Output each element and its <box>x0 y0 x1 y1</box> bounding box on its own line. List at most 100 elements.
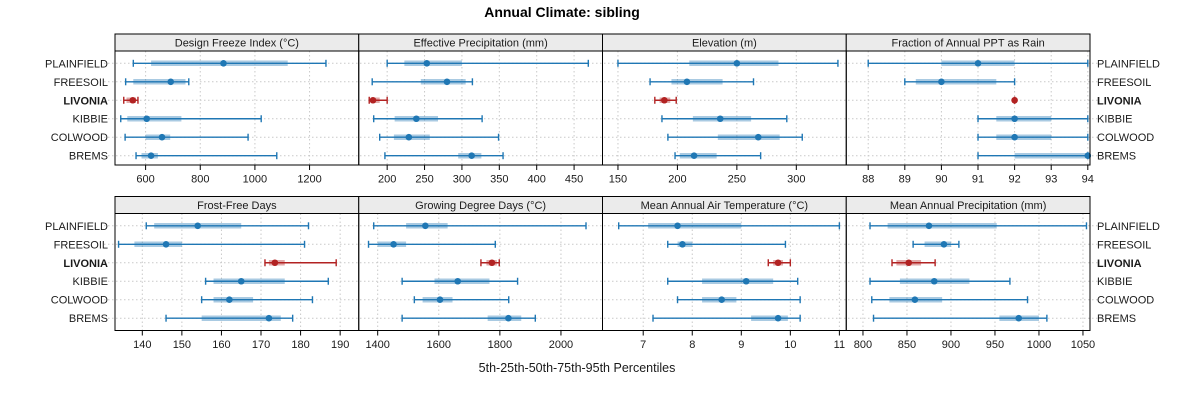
median-dot <box>405 133 413 141</box>
axis-tick-label: 89 <box>899 174 911 186</box>
panel-strip-title: Growing Degree Days (°C) <box>415 200 546 212</box>
series-freesoil <box>124 78 190 86</box>
series-plainfield <box>617 222 841 230</box>
series-brems <box>165 314 294 322</box>
panel-frost-free-days: Frost-Free Days 140 150 160 170 180 190 <box>114 196 360 351</box>
axis-tick-label: 160 <box>212 339 230 351</box>
median-dot <box>454 277 462 285</box>
series-kibbie <box>869 277 1011 285</box>
median-dot <box>754 133 762 141</box>
series-brems <box>674 152 762 160</box>
series-colwood <box>378 133 500 141</box>
series-plainfield <box>386 59 589 67</box>
median-dot <box>1011 133 1018 141</box>
axis-tick-label: 250 <box>415 174 433 186</box>
series-plainfield <box>145 222 310 230</box>
site-label-left-plainfield: PLAINFIELD <box>45 58 108 70</box>
series-brems <box>652 314 801 322</box>
axis-tick-label: 1000 <box>1027 339 1051 351</box>
median-dot <box>468 152 475 159</box>
axis-tick-label: 350 <box>490 174 508 186</box>
median-dot <box>369 96 377 104</box>
panel-design-freeze-index-c: Design Freeze Index (°C) 600 800 1000 1200 <box>114 33 360 186</box>
series-colwood <box>871 296 1029 304</box>
panel-strip-title: Effective Precipitation (mm) <box>413 38 547 50</box>
median-dot <box>1084 152 1092 159</box>
axis-tick-label: 140 <box>133 339 151 351</box>
series-colwood <box>667 133 803 141</box>
series-kibbie <box>667 277 799 285</box>
axis-tick-label: 1400 <box>365 339 389 351</box>
axis-tick-label: 850 <box>898 339 916 351</box>
series-kibbie <box>977 115 1089 123</box>
axis-tick-label: 7 <box>640 339 646 351</box>
site-label-left-kibbie: KIBBIE <box>73 276 108 288</box>
median-dot <box>505 314 512 322</box>
axis-tick-label: 150 <box>173 339 191 351</box>
median-dot <box>718 296 725 304</box>
site-label-left-freesoil: FREESOIL <box>54 77 108 89</box>
median-dot <box>413 115 420 123</box>
site-label-left-plainfield: PLAINFIELD <box>45 221 108 233</box>
panel-effective-precipitation-mm: Effective Precipitation (mm) 200 250 300 350… <box>358 33 603 186</box>
median-dot <box>443 78 451 86</box>
series-brems <box>872 314 1048 322</box>
median-dot <box>237 277 245 285</box>
series-kibbie <box>661 115 788 123</box>
median-dot <box>925 222 933 230</box>
median-dot <box>661 96 668 104</box>
site-label-right-brems: BREMS <box>1097 313 1136 325</box>
series-plainfield <box>867 59 1089 67</box>
axis-tick-label: 11 <box>834 339 845 351</box>
panel-border <box>114 50 360 166</box>
site-label-right-plainfield: PLAINFIELD <box>1097 221 1160 233</box>
median-dot <box>423 60 431 67</box>
series-plainfield <box>617 59 839 67</box>
panel-border <box>602 50 847 166</box>
site-label-right-plainfield: PLAINFIELD <box>1097 58 1160 70</box>
axis-tick-label: 800 <box>191 174 209 186</box>
median-dot <box>226 296 233 304</box>
series-colwood <box>977 133 1089 141</box>
median-dot <box>436 296 444 304</box>
median-dot <box>422 222 429 230</box>
panel-strip-title: Fraction of Annual PPT as Rain <box>891 38 1044 50</box>
percentile-caption: 5th-25th-50th-75th-95th Percentiles <box>478 361 676 375</box>
axis-tick-label: 94 <box>1082 174 1094 186</box>
site-label-left-brems: BREMS <box>69 313 108 325</box>
median-dot <box>674 222 681 230</box>
median-dot <box>265 314 273 322</box>
series-freesoil <box>649 78 755 86</box>
axis-tick-label: 2000 <box>549 339 573 351</box>
series-livonia <box>767 259 792 267</box>
site-label-left-colwood: COLWOOD <box>51 295 108 307</box>
axis-tick-label: 8 <box>689 339 695 351</box>
series-freesoil <box>117 240 306 248</box>
series-livonia <box>891 259 936 267</box>
median-dot <box>733 60 741 67</box>
series-brems <box>401 314 537 322</box>
series-colwood <box>124 133 249 141</box>
series-brems <box>384 152 504 160</box>
site-label-right-colwood: COLWOOD <box>1097 132 1154 144</box>
series-freesoil <box>912 240 960 248</box>
site-label-right-kibbie: KIBBIE <box>1097 276 1132 288</box>
series-livonia <box>368 96 388 104</box>
median-dot <box>940 240 948 248</box>
axis-tick-label: 150 <box>609 174 627 186</box>
panel-strip-title: Design Freeze Index (°C) <box>175 38 299 50</box>
panel-mean-annual-precipitation-mm: Mean Annual Precipitation (mm) 800 850 900 9… <box>845 196 1095 351</box>
series-colwood <box>200 296 314 304</box>
axis-tick-label: 1200 <box>297 174 321 186</box>
series-livonia <box>123 96 139 104</box>
axis-tick-label: 88 <box>862 174 874 186</box>
median-dot <box>774 259 782 267</box>
panel-border <box>845 50 1091 166</box>
median-dot <box>390 240 397 248</box>
panel-elevation-m: Elevation (m) 150 200 250 300 <box>602 33 847 186</box>
series-freesoil <box>904 78 1016 86</box>
median-dot <box>158 133 166 141</box>
median-dot <box>488 259 496 267</box>
site-label-right-brems: BREMS <box>1097 151 1136 163</box>
series-brems <box>977 152 1092 160</box>
